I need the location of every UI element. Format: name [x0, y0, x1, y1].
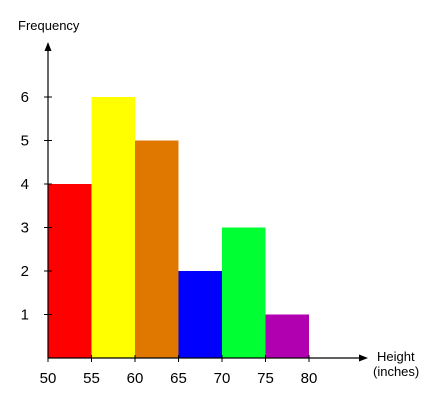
- y-tick-label-2: 2: [21, 263, 29, 280]
- y-tick-label-4: 4: [21, 176, 29, 193]
- x-tick-label-75: 75: [257, 370, 274, 387]
- bar-60-65: [135, 140, 179, 358]
- histogram-bars: [48, 97, 309, 358]
- bar-50-55: [48, 184, 92, 358]
- y-tick-label-6: 6: [21, 89, 29, 106]
- x-tick-label-65: 65: [170, 370, 187, 387]
- bar-55-60: [91, 97, 135, 358]
- x-axis-arrow: [359, 354, 368, 362]
- x-tick-label-60: 60: [127, 370, 144, 387]
- x-axis-label-line-2: (inches): [373, 364, 419, 379]
- y-axis-arrow: [44, 42, 52, 51]
- x-ticks: 50 55 60 65 70 75 80: [40, 355, 318, 387]
- x-tick-label-55: 55: [83, 370, 100, 387]
- y-tick-label-3: 3: [21, 220, 29, 237]
- bar-70-75: [222, 227, 266, 358]
- bar-75-80: [265, 314, 309, 358]
- axes: [44, 42, 368, 362]
- x-tick-label-70: 70: [214, 370, 231, 387]
- y-tick-label-1: 1: [21, 307, 29, 324]
- y-tick-label-5: 5: [21, 133, 29, 150]
- y-ticks: 1 2 3 4 5 6: [21, 89, 52, 324]
- bar-65-70: [178, 271, 222, 358]
- x-tick-label-80: 80: [301, 370, 318, 387]
- y-axis-label: Frequency: [18, 18, 80, 33]
- x-tick-label-50: 50: [40, 370, 57, 387]
- x-axis-label-line-1: Height: [377, 349, 415, 364]
